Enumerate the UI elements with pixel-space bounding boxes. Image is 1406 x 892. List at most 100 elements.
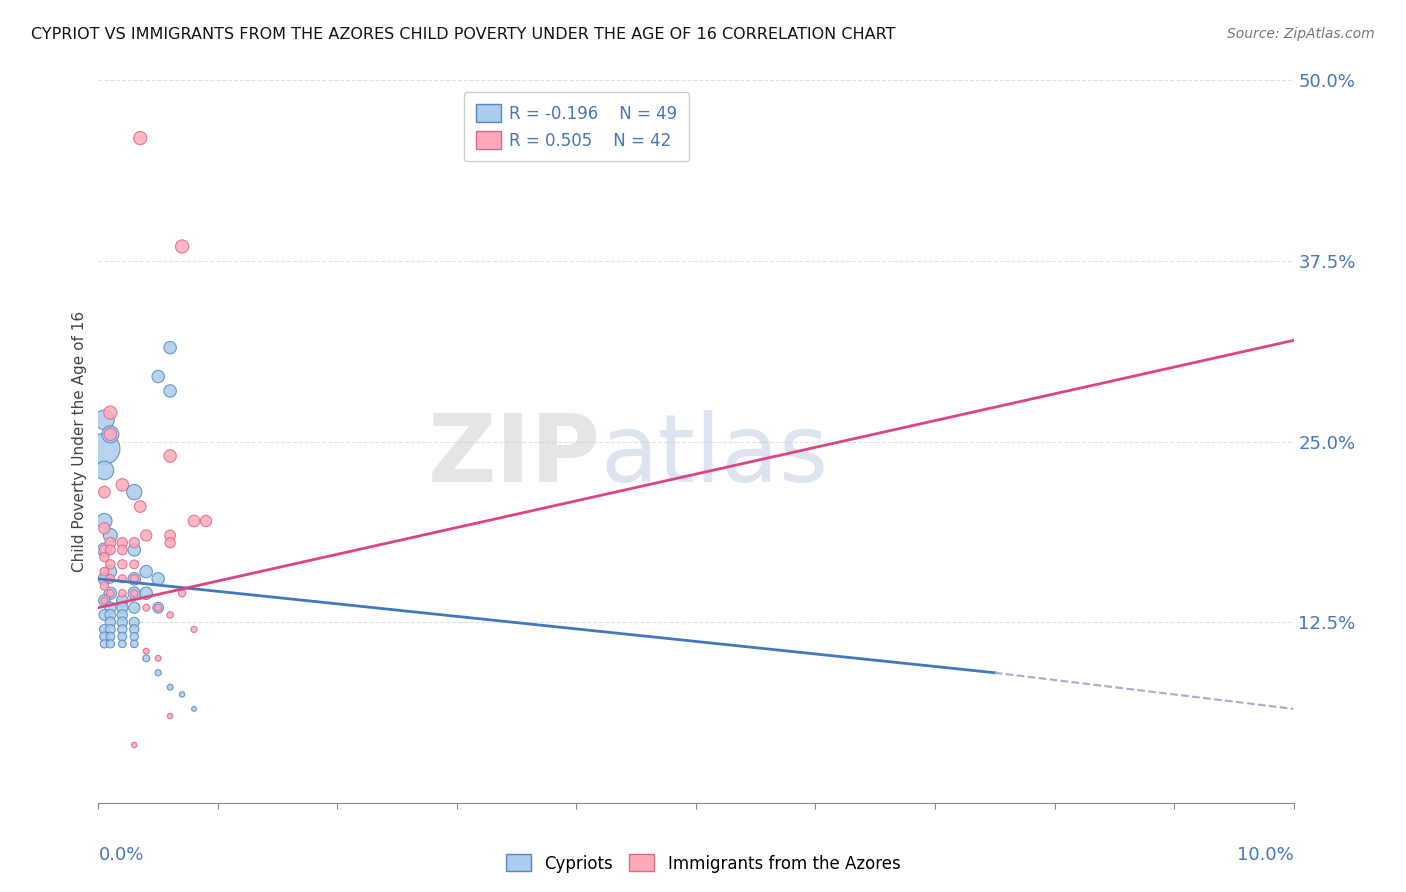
Point xyxy=(93,593,115,607)
Point xyxy=(124,637,146,651)
Point xyxy=(98,600,122,615)
Point xyxy=(111,600,134,615)
Point xyxy=(98,427,122,442)
Point xyxy=(93,607,115,622)
Text: ZIP: ZIP xyxy=(427,410,600,502)
Point xyxy=(135,528,157,542)
Point xyxy=(148,369,170,384)
Legend: Cypriots, Immigrants from the Azores: Cypriots, Immigrants from the Azores xyxy=(499,847,907,880)
Point xyxy=(172,586,194,600)
Text: Source: ZipAtlas.com: Source: ZipAtlas.com xyxy=(1227,27,1375,41)
Point xyxy=(124,572,146,586)
Point xyxy=(98,607,122,622)
Point xyxy=(124,738,146,752)
Point xyxy=(93,521,115,535)
Point xyxy=(183,702,205,716)
Point xyxy=(111,542,134,557)
Point xyxy=(124,542,146,557)
Point xyxy=(124,615,146,630)
Point xyxy=(93,542,115,557)
Point xyxy=(135,644,157,658)
Point xyxy=(98,623,122,637)
Point xyxy=(148,572,170,586)
Point xyxy=(93,463,115,477)
Point xyxy=(111,607,134,622)
Point xyxy=(111,630,134,644)
Point xyxy=(195,514,218,528)
Point xyxy=(172,239,194,253)
Point xyxy=(98,637,122,651)
Point xyxy=(98,615,122,630)
Point xyxy=(98,535,122,549)
Point xyxy=(124,586,146,600)
Point xyxy=(129,131,152,145)
Point xyxy=(98,630,122,644)
Point xyxy=(148,600,170,615)
Point xyxy=(124,535,146,549)
Point xyxy=(111,572,134,586)
Point xyxy=(98,572,122,586)
Y-axis label: Child Poverty Under the Age of 16: Child Poverty Under the Age of 16 xyxy=(72,311,87,572)
Point xyxy=(124,572,146,586)
Point xyxy=(98,427,122,442)
Point xyxy=(148,600,170,615)
Point xyxy=(124,600,146,615)
Text: 10.0%: 10.0% xyxy=(1237,847,1294,864)
Point xyxy=(124,586,146,600)
Text: 0.0%: 0.0% xyxy=(98,847,143,864)
Point xyxy=(93,579,115,593)
Point xyxy=(93,623,115,637)
Point xyxy=(93,550,115,565)
Point xyxy=(111,623,134,637)
Point xyxy=(172,687,194,701)
Point xyxy=(98,586,122,600)
Point xyxy=(98,586,122,600)
Point xyxy=(159,709,181,723)
Point xyxy=(98,542,122,557)
Point xyxy=(93,542,115,557)
Point xyxy=(159,535,181,549)
Text: atlas: atlas xyxy=(600,410,828,502)
Point xyxy=(111,586,134,600)
Point xyxy=(111,558,134,572)
Point xyxy=(111,615,134,630)
Point xyxy=(159,607,181,622)
Point xyxy=(159,384,181,398)
Point xyxy=(93,630,115,644)
Point xyxy=(93,442,115,456)
Point xyxy=(159,680,181,694)
Point xyxy=(183,623,205,637)
Point xyxy=(124,630,146,644)
Point xyxy=(135,565,157,579)
Point xyxy=(111,535,134,549)
Point xyxy=(124,558,146,572)
Point xyxy=(93,413,115,427)
Point xyxy=(111,637,134,651)
Point xyxy=(159,341,181,355)
Point xyxy=(129,500,152,514)
Point xyxy=(93,514,115,528)
Point xyxy=(98,406,122,420)
Point xyxy=(111,593,134,607)
Point xyxy=(93,593,115,607)
Point xyxy=(148,651,170,665)
Point xyxy=(98,528,122,542)
Point xyxy=(93,637,115,651)
Point xyxy=(98,558,122,572)
Point xyxy=(183,514,205,528)
Point xyxy=(148,665,170,680)
Point xyxy=(93,565,115,579)
Point xyxy=(98,565,122,579)
Point xyxy=(159,528,181,542)
Point xyxy=(159,449,181,463)
Point xyxy=(124,623,146,637)
Point xyxy=(135,586,157,600)
Point xyxy=(135,651,157,665)
Point xyxy=(124,485,146,500)
Legend: R = -0.196    N = 49, R = 0.505    N = 42: R = -0.196 N = 49, R = 0.505 N = 42 xyxy=(464,92,689,161)
Point xyxy=(93,485,115,500)
Point xyxy=(135,600,157,615)
Point xyxy=(111,478,134,492)
Text: CYPRIOT VS IMMIGRANTS FROM THE AZORES CHILD POVERTY UNDER THE AGE OF 16 CORRELAT: CYPRIOT VS IMMIGRANTS FROM THE AZORES CH… xyxy=(31,27,896,42)
Point xyxy=(93,572,115,586)
